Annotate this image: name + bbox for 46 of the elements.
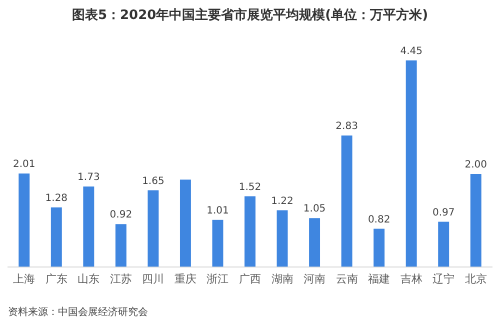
x-tick-label: 云南 [336,272,358,286]
data-label: 1.28 [45,193,68,204]
x-tick-label: 山东 [78,272,100,286]
bar [83,186,94,267]
x-tick-label: 河南 [304,272,326,286]
bar [50,207,62,267]
data-label: 1.73 [78,172,100,184]
bar [406,60,417,267]
x-tick-label: 吉林 [400,272,422,286]
bar [309,218,320,267]
x-tick-label: 江苏 [110,272,132,286]
text: 资料来源：中国会展经济研究会 [8,306,148,319]
data-label: 1.05 [303,204,326,215]
x-tick-label: 辽宁 [432,272,455,286]
data-label: 0.82 [368,214,390,226]
chart-title: 图表5：2020年中国主要省市展览平均规模(单位：万平方米) [70,6,430,24]
bar [148,190,159,267]
data-label: 2.83 [336,121,358,132]
x-tick-label: 四川 [142,272,164,286]
x-tick-label: 湖南 [271,272,294,286]
data-label: 0.97 [432,207,455,218]
data-label: 1.52 [238,182,262,193]
data-label: 1.01 [206,206,229,217]
x-tick-label: 重庆 [174,272,196,286]
bar [18,174,30,267]
bar [374,228,385,267]
data-label: 0.92 [110,210,132,221]
x-tick-label: 浙江 [206,272,229,286]
data-label: 1.22 [271,196,294,207]
data-label: 4.45 [400,46,422,57]
data-label: 2.00 [464,160,487,171]
x-tick-label: 广东 [45,272,68,286]
data-label: 1.65 [142,176,164,187]
bar [244,196,256,267]
bar [180,180,191,267]
bar [212,220,224,267]
x-tick-label: 北京 [464,272,487,286]
bar [341,135,352,267]
bar [276,210,288,267]
bar [470,174,482,267]
x-tick-label: 上海 [13,272,36,286]
bar [438,222,450,267]
data-label: 2.01 [13,159,36,170]
x-tick-label: 福建 [368,272,390,286]
bar [115,224,126,267]
x-tick-label: 广西 [239,272,261,286]
